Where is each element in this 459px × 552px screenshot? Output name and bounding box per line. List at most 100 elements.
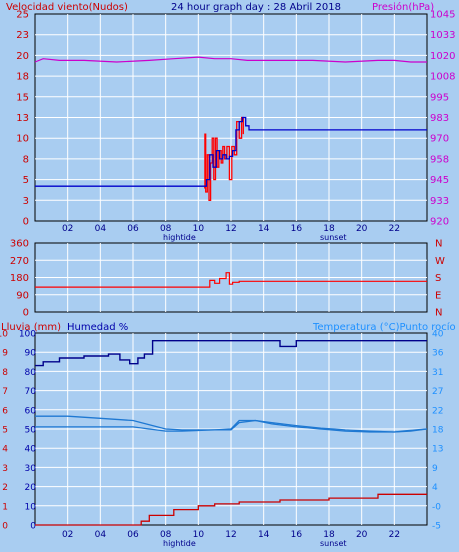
x-axis-hour-tick: 20	[356, 530, 368, 540]
pressure-tick: 1033	[430, 30, 455, 41]
dewpoint-line	[35, 419, 428, 433]
pressure-line	[34, 56, 427, 63]
wind-speed-tick: 13	[16, 113, 29, 124]
hightide-marker-label-bottom: hightide	[163, 539, 196, 548]
rain-tick: 8	[2, 368, 8, 378]
x-axis-hour-tick: 14	[258, 224, 270, 234]
direction-compass-tick: S	[435, 273, 441, 284]
graph-title: 24 hour graph day : 28 Abril 2018	[171, 2, 341, 13]
humidity-tick: 20	[25, 483, 37, 493]
wind-speed-tick: 23	[16, 30, 29, 41]
humidity-tick: 90	[25, 349, 37, 359]
humidity-label: Humedad %	[67, 322, 128, 333]
x-axis-hour-tick: 22	[389, 530, 400, 540]
wind-direction-line	[35, 272, 427, 288]
x-axis-hour-tick: 12	[225, 530, 236, 540]
humidity-tick: 100	[19, 330, 36, 340]
temperature-line	[35, 415, 428, 433]
direction-degree-tick: 270	[10, 256, 29, 267]
humidity-tick: 80	[25, 368, 37, 378]
temperature-dewpoint-label: Temperatura (°C)Punto rocío	[312, 321, 456, 333]
pressure-tick: 958	[430, 154, 449, 165]
direction-degree-tick: 0	[23, 308, 29, 319]
pressure-tick: 920	[430, 217, 449, 228]
x-axis-hour-tick: 14	[258, 530, 270, 540]
x-axis-hour-tick: 08	[160, 530, 172, 540]
rain-tick: 7	[2, 387, 8, 397]
rain-tick: 4	[2, 445, 8, 455]
x-axis-hour-tick: 20	[356, 224, 368, 234]
direction-compass-tick: N	[435, 308, 442, 319]
x-axis-hour-tick: 12	[225, 224, 236, 234]
rain-tick: 0	[2, 522, 8, 532]
x-axis-hour-tick: 16	[291, 530, 303, 540]
pressure-tick: 1045	[430, 10, 455, 21]
direction-degree-tick: 360	[10, 239, 29, 250]
wind-speed-tick: 5	[23, 175, 29, 186]
wind-speed-label: Velocidad viento(Nudos)	[6, 2, 128, 13]
wind-speed-tick: 25	[16, 10, 29, 21]
sunset-marker-label-bottom: sunset	[320, 539, 347, 548]
direction-compass-tick: E	[435, 290, 441, 301]
temperature-tick: -5	[432, 522, 441, 532]
pressure-tick: 1008	[430, 72, 455, 83]
humidity-tick: 0	[30, 522, 36, 532]
temperature-tick: 36	[432, 349, 444, 359]
temperature-tick: 13	[432, 445, 443, 455]
wind-speed-tick: 3	[23, 196, 29, 207]
rain-tick: 2	[2, 483, 8, 493]
wind-speed-line	[35, 116, 427, 187]
direction-degree-tick: 180	[10, 273, 29, 284]
pressure-label: Presión(hPa)	[372, 1, 434, 13]
wind-speed-tick: 0	[23, 217, 29, 228]
pressure-tick: 983	[430, 113, 449, 124]
rain-tick: 10	[0, 330, 8, 340]
pressure-tick: 945	[430, 175, 449, 186]
wind-speed-tick: 15	[16, 92, 29, 103]
temperature-tick: 18	[432, 426, 444, 436]
humidity-tick: 50	[25, 426, 37, 436]
pressure-tick: 970	[430, 134, 449, 145]
x-axis-hour-tick: 04	[95, 530, 107, 540]
wind-speed-tick: 8	[23, 154, 29, 165]
humidity-tick: 30	[25, 464, 37, 474]
direction-compass-tick: W	[435, 256, 445, 267]
x-axis-hour-tick: 18	[323, 224, 335, 234]
humidity-tick: 70	[25, 387, 37, 397]
rain-tick: 5	[2, 426, 8, 436]
wind-speed-tick: 18	[16, 72, 29, 83]
pressure-tick: 995	[430, 92, 449, 103]
rain-line	[35, 493, 427, 526]
wind-gust-line	[204, 116, 244, 201]
x-axis-hour-tick: 10	[193, 224, 205, 234]
x-axis-hour-tick: 22	[389, 224, 400, 234]
rain-label: Lluvia (mm)	[1, 322, 61, 333]
sunset-marker-label: sunset	[320, 233, 347, 242]
hightide-marker-label: hightide	[163, 233, 196, 242]
humidity-tick: 10	[25, 502, 37, 512]
x-axis-hour-tick: 08	[160, 224, 172, 234]
x-axis-hour-tick: 16	[291, 224, 303, 234]
humidity-tick: 60	[25, 406, 37, 416]
wind-speed-tick: 10	[16, 134, 29, 145]
temperature-tick: 4	[432, 483, 438, 493]
temperature-tick: -0	[432, 502, 441, 512]
x-axis-hour-tick: 04	[95, 224, 107, 234]
rain-tick: 3	[2, 464, 8, 474]
pressure-tick: 933	[430, 196, 449, 207]
x-axis-hour-tick: 06	[127, 530, 139, 540]
temperature-tick: 22	[432, 406, 443, 416]
temperature-tick: 9	[432, 464, 438, 474]
x-axis-hour-tick: 10	[193, 530, 205, 540]
temperature-tick: 27	[432, 387, 443, 397]
rain-tick: 9	[2, 349, 8, 359]
temperature-tick: 31	[432, 368, 443, 378]
rain-tick: 6	[2, 406, 8, 416]
direction-compass-tick: N	[435, 239, 442, 250]
x-axis-hour-tick: 06	[127, 224, 139, 234]
wind-speed-tick: 20	[16, 51, 29, 62]
humidity-tick: 40	[25, 445, 37, 455]
rain-tick: 1	[2, 502, 8, 512]
x-axis-hour-tick: 02	[62, 224, 73, 234]
